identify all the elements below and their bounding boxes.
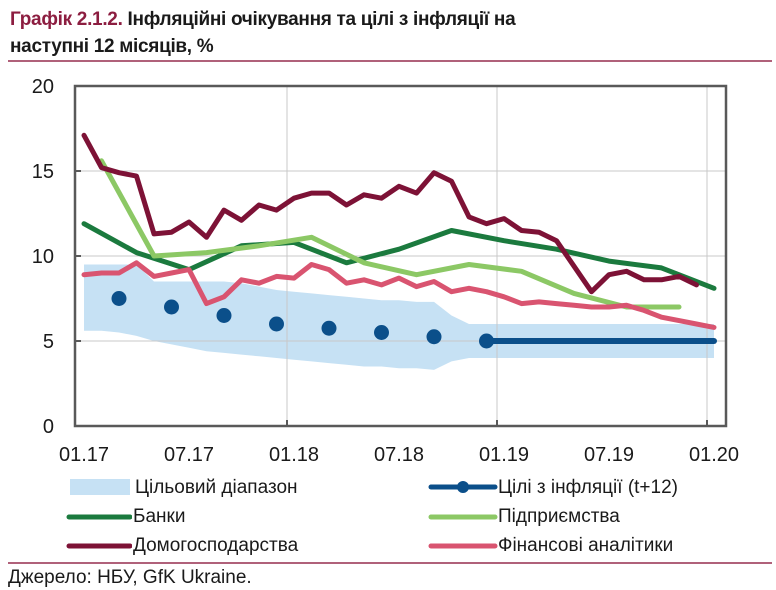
target-point — [216, 308, 232, 323]
target-point — [111, 291, 127, 306]
series-analysts-line — [81, 260, 717, 330]
target-point — [374, 325, 389, 340]
legend-label-households: Домогосподарства — [133, 535, 299, 556]
target-point — [164, 299, 179, 315]
legend-businesses-swatch — [428, 514, 498, 520]
legend-label-band: Цільовий діапазон — [135, 477, 298, 498]
axis-layer — [73, 84, 728, 428]
chart-plot: 0 5 10 15 20 01.17 07.17 01.18 07.18 01.19 07.19 01… — [32, 76, 739, 466]
legend-band-swatch — [70, 479, 130, 495]
chart-number: Графік 2.1.2. — [10, 9, 123, 30]
series-businesses-line — [99, 158, 682, 310]
chart-title: Графік 2.1.2. Інфляційні очікування та ц… — [10, 6, 770, 60]
legend-banks-swatch — [66, 514, 132, 520]
ytick-label: 10 — [32, 246, 54, 268]
title-rule — [8, 60, 772, 62]
ytick-label: 0 — [43, 416, 54, 438]
xtick-label: 01.18 — [269, 444, 319, 466]
legend-label-targets: Цілі з інфляції (t+12) — [498, 477, 678, 498]
tick-layer: 0 5 10 15 20 01.17 07.17 01.18 07.18 01.19 07.19 01… — [32, 76, 739, 466]
target-point — [479, 333, 494, 349]
legend-label-banks: Банки — [133, 506, 186, 527]
source-rule — [8, 562, 772, 564]
target-point — [269, 316, 284, 332]
legend-label-analysts: Фінансові аналітики — [498, 535, 674, 556]
xtick-label: 07.19 — [584, 444, 634, 466]
legend-households-swatch — [66, 543, 132, 549]
target-point — [321, 320, 337, 336]
legend-targets-swatch — [428, 481, 498, 493]
xtick-label: 07.17 — [164, 444, 214, 466]
target-point — [426, 329, 442, 345]
xtick-label: 01.17 — [59, 444, 109, 466]
legend-label-businesses: Підприємства — [498, 506, 620, 527]
ytick-label: 20 — [32, 76, 54, 98]
xtick-label: 01.20 — [689, 444, 739, 466]
source-note: Джерело: НБУ, GfK Ukraine. — [8, 567, 252, 588]
legend-analysts-swatch — [428, 543, 498, 549]
xtick-label: 07.18 — [374, 444, 424, 466]
series-layer — [81, 132, 717, 349]
ytick-label: 15 — [32, 161, 54, 183]
ytick-label: 5 — [43, 331, 54, 353]
chart-title-line1: Інфляційні очікування та цілі з інфляції… — [122, 9, 516, 30]
series-households-line — [81, 132, 699, 295]
xtick-label: 01.19 — [479, 444, 529, 466]
chart-title-line2: наступні 12 місяців, % — [10, 36, 214, 57]
